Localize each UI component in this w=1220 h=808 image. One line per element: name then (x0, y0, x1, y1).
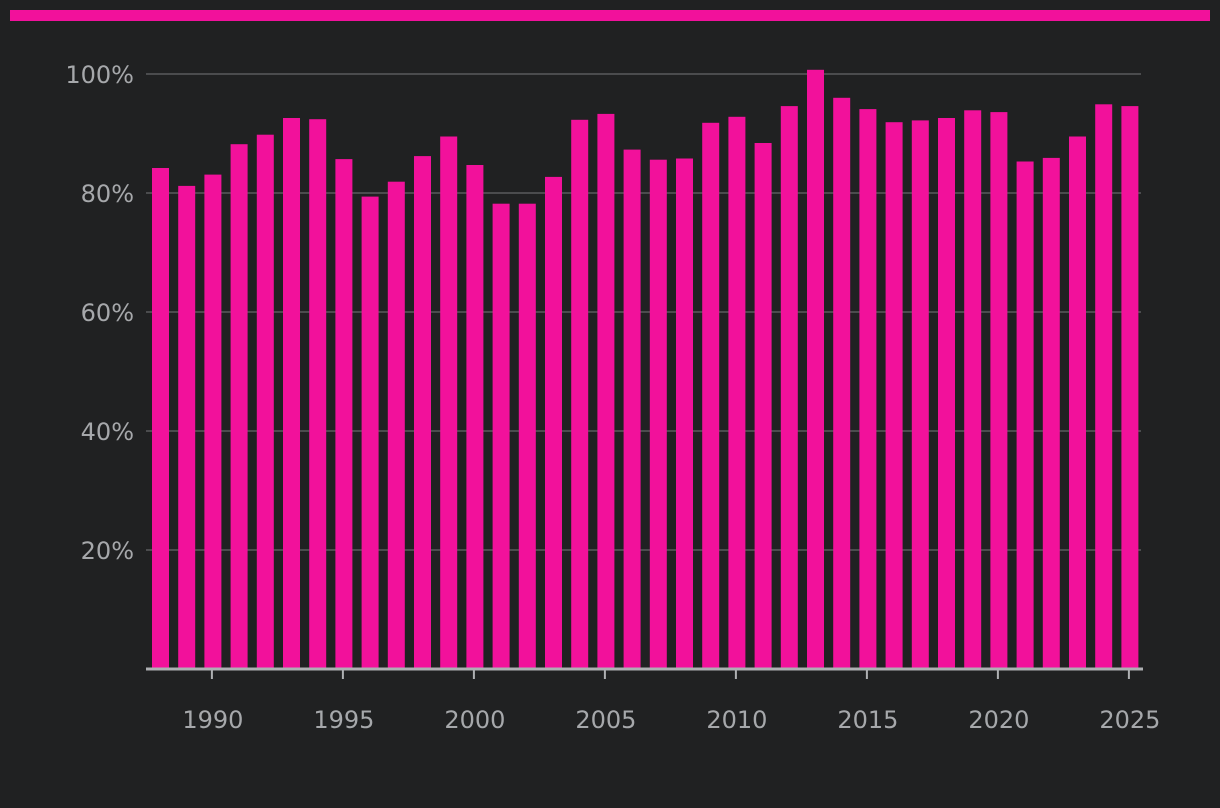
bar (204, 174, 222, 669)
bar-series (152, 69, 1139, 670)
bar (361, 196, 379, 669)
y-tick-label: 80% (81, 180, 134, 208)
bar (964, 110, 982, 670)
x-tick-label: 2000 (444, 706, 505, 734)
bar (754, 143, 772, 669)
bar (440, 136, 458, 669)
bar (518, 203, 536, 669)
bar (1095, 104, 1113, 670)
bar (676, 158, 693, 669)
y-tick-label: 40% (81, 418, 134, 446)
bar (833, 97, 851, 670)
bar (885, 122, 903, 669)
bar (492, 203, 510, 669)
bar (387, 181, 405, 669)
x-axis (146, 667, 1143, 679)
bar (152, 168, 169, 669)
y-tick-label: 100% (65, 61, 134, 89)
bar (1069, 136, 1086, 669)
bar (702, 122, 720, 670)
bar (414, 156, 431, 670)
y-tick-label: 60% (81, 299, 134, 327)
bar (571, 119, 589, 670)
bar (597, 113, 615, 669)
x-tick-label: 2005 (575, 706, 636, 734)
bar (728, 116, 746, 670)
bar (780, 106, 798, 670)
bar (649, 159, 667, 669)
bar (911, 120, 929, 669)
x-tick-label: 2010 (706, 706, 767, 734)
bar (990, 112, 1008, 670)
bar (807, 69, 824, 670)
y-axis-tick-labels: 20% 40% 60% 80% 100% (65, 61, 134, 565)
bar (256, 134, 274, 669)
bar (309, 119, 327, 669)
x-tick-label: 2025 (1099, 706, 1160, 734)
bar (859, 109, 877, 670)
bar (1042, 157, 1060, 669)
bar (230, 144, 248, 669)
bar (178, 185, 196, 669)
x-tick-label: 1990 (182, 706, 243, 734)
bar (466, 165, 484, 669)
y-tick-label: 20% (81, 537, 134, 565)
x-tick-label: 2020 (968, 706, 1029, 734)
bar (545, 176, 562, 669)
x-axis-tick-labels: 1990 1995 2000 2005 2010 2015 2020 2025 (182, 706, 1160, 734)
accent-bar (10, 10, 1210, 21)
bar (1016, 161, 1034, 669)
bar (335, 159, 353, 669)
bar (938, 118, 955, 669)
bar (1121, 106, 1139, 670)
bar (623, 149, 641, 670)
x-tick-label: 2015 (837, 706, 898, 734)
x-tick-label: 1995 (313, 706, 374, 734)
bar (283, 118, 300, 669)
